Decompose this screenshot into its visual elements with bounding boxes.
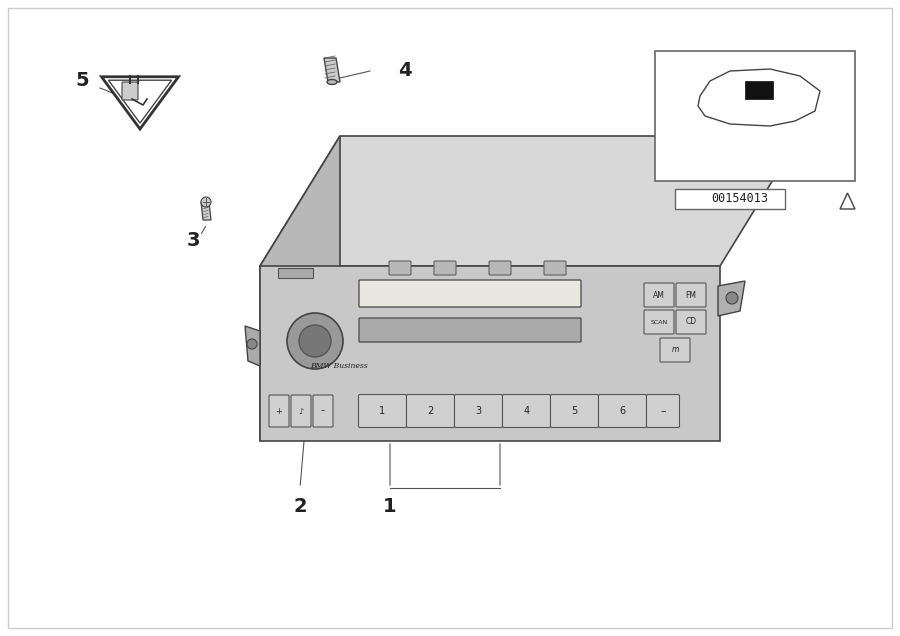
Polygon shape [840, 193, 855, 209]
FancyBboxPatch shape [544, 261, 566, 275]
Circle shape [201, 197, 211, 207]
Text: 2: 2 [428, 406, 434, 416]
Text: 3: 3 [475, 406, 482, 416]
Bar [655, 51, 855, 181]
FancyBboxPatch shape [676, 310, 706, 334]
FancyBboxPatch shape [269, 395, 289, 427]
Polygon shape [718, 281, 745, 316]
Bar [675, 189, 785, 209]
Text: –: – [661, 406, 666, 416]
Text: 6: 6 [619, 406, 625, 416]
Text: 1: 1 [380, 406, 385, 416]
FancyBboxPatch shape [551, 394, 598, 427]
Text: m: m [671, 345, 679, 354]
Bar [745, 81, 773, 99]
Circle shape [726, 292, 738, 304]
Text: 00154013: 00154013 [712, 193, 769, 205]
FancyBboxPatch shape [644, 310, 674, 334]
Circle shape [247, 339, 257, 349]
Polygon shape [102, 77, 178, 129]
FancyBboxPatch shape [660, 338, 690, 362]
Circle shape [287, 313, 343, 369]
Text: BMW Business: BMW Business [310, 362, 367, 370]
Polygon shape [698, 69, 820, 126]
FancyBboxPatch shape [644, 283, 674, 307]
Text: 1: 1 [383, 497, 397, 516]
FancyBboxPatch shape [646, 394, 680, 427]
FancyBboxPatch shape [359, 318, 581, 342]
FancyBboxPatch shape [502, 394, 551, 427]
Text: 2: 2 [293, 497, 307, 516]
Text: +: + [275, 406, 283, 415]
Text: FM: FM [686, 291, 697, 300]
FancyBboxPatch shape [598, 394, 646, 427]
Text: 4: 4 [524, 406, 529, 416]
FancyBboxPatch shape [389, 261, 411, 275]
Polygon shape [201, 202, 211, 220]
Polygon shape [245, 326, 260, 366]
FancyBboxPatch shape [291, 395, 311, 427]
FancyBboxPatch shape [676, 283, 706, 307]
Ellipse shape [327, 80, 337, 85]
FancyBboxPatch shape [454, 394, 502, 427]
Polygon shape [260, 136, 340, 441]
Text: AM: AM [653, 291, 665, 300]
Text: SCAN: SCAN [651, 319, 668, 324]
Text: 4: 4 [398, 62, 412, 81]
FancyBboxPatch shape [489, 261, 511, 275]
Text: –: – [321, 406, 325, 415]
FancyBboxPatch shape [434, 261, 456, 275]
Text: 5: 5 [572, 406, 578, 416]
Text: ♪: ♪ [298, 406, 303, 415]
FancyBboxPatch shape [359, 280, 581, 307]
Polygon shape [260, 136, 800, 266]
FancyBboxPatch shape [313, 395, 333, 427]
Circle shape [299, 325, 331, 357]
FancyBboxPatch shape [407, 394, 454, 427]
FancyBboxPatch shape [358, 394, 407, 427]
Text: 5: 5 [76, 71, 89, 90]
Text: CD: CD [686, 317, 697, 326]
Polygon shape [260, 266, 720, 441]
Bar [278, 268, 313, 278]
Text: 3: 3 [186, 232, 200, 251]
Polygon shape [324, 58, 340, 82]
FancyBboxPatch shape [122, 82, 138, 100]
